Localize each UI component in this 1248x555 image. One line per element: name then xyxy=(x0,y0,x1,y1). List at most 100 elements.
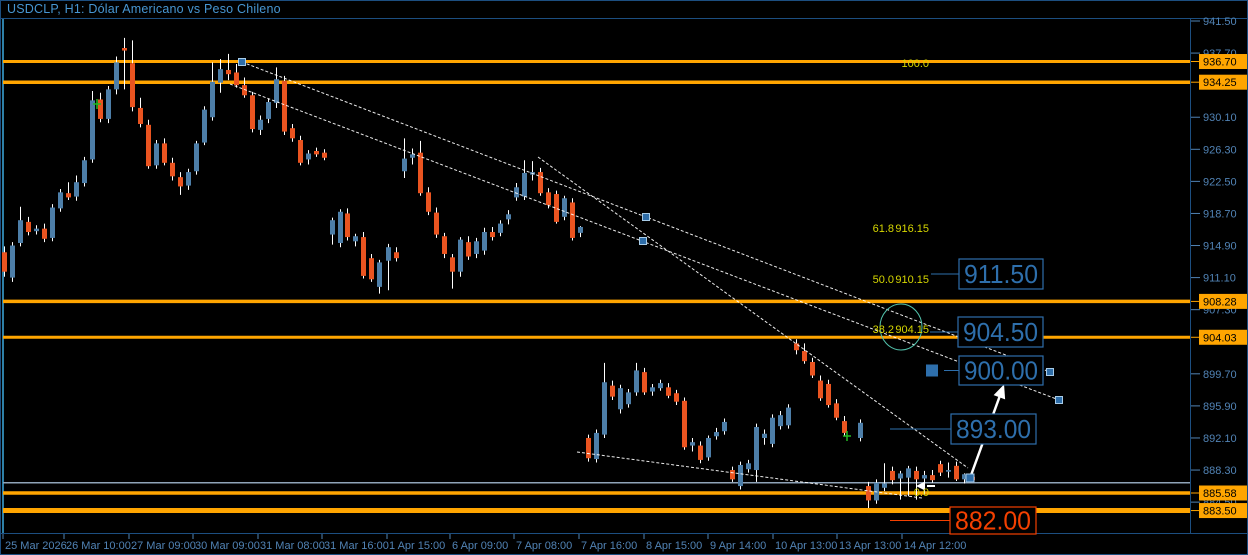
candle-bull xyxy=(50,207,55,238)
candle-bear xyxy=(674,393,679,402)
candle-bear xyxy=(810,362,815,376)
candle-bear xyxy=(794,343,799,351)
candle-bull xyxy=(194,143,199,172)
candle-bull xyxy=(650,387,655,392)
candle-bear xyxy=(345,213,350,238)
candle-bull xyxy=(58,192,63,209)
candle-bull xyxy=(634,370,639,393)
candle-bear xyxy=(890,470,895,481)
candle-bear xyxy=(250,95,255,130)
trendline-handle[interactable] xyxy=(238,58,246,66)
price-badge-label: 885.58 xyxy=(1203,488,1237,500)
trendline-handle[interactable] xyxy=(639,237,647,245)
candle-bear xyxy=(554,194,559,222)
candle-bull xyxy=(210,81,215,118)
price-level-box[interactable] xyxy=(957,316,1044,348)
candle-bull xyxy=(202,109,207,143)
price-badge-label: 934.25 xyxy=(1203,77,1237,89)
candle-bear xyxy=(682,400,687,448)
time-tick-label: 8 Apr 15:00 xyxy=(646,540,702,552)
time-tick-label: 13 Apr 13:00 xyxy=(839,540,901,552)
candle-bear xyxy=(666,387,671,396)
time-tick-label: 27 Mar 09:00 xyxy=(131,540,196,552)
candle-bull xyxy=(746,463,751,470)
candle-bull xyxy=(377,262,382,287)
time-tick-label: 14 Apr 12:00 xyxy=(904,540,966,552)
trendline-handle[interactable] xyxy=(1055,396,1063,404)
price-level-box[interactable] xyxy=(958,258,1044,290)
candle-bull xyxy=(10,245,15,278)
candle-bear xyxy=(826,383,831,406)
candle-bull xyxy=(922,475,927,479)
fib-level-label: 38.2 xyxy=(873,324,894,336)
candle-bear xyxy=(866,486,871,501)
candle-bear xyxy=(138,107,143,124)
candle-bull xyxy=(906,468,911,478)
time-tick-label: 6 Apr 09:00 xyxy=(452,540,508,552)
time-tick-label: 7 Apr 08:00 xyxy=(516,540,572,552)
candle-bear xyxy=(226,69,231,75)
price-badge-label: 908.28 xyxy=(1203,296,1237,308)
square-marker[interactable] xyxy=(926,364,938,377)
price-badge-label: 904.03 xyxy=(1203,332,1237,344)
candle-bear xyxy=(642,372,647,393)
fib-level-label: 100.0 xyxy=(901,58,929,70)
arrow-head-icon xyxy=(993,384,1006,400)
candle-bear xyxy=(394,252,399,259)
trendline-handle[interactable] xyxy=(642,213,650,221)
candle-bear xyxy=(66,193,71,198)
candle-bear xyxy=(834,403,839,418)
candle-bull xyxy=(330,220,335,235)
price-level-box[interactable] xyxy=(949,506,1037,535)
candle-bull xyxy=(690,442,695,446)
candle-bull xyxy=(522,172,527,197)
trendline[interactable] xyxy=(576,451,923,499)
candle-bear xyxy=(298,140,303,163)
price-level-box[interactable] xyxy=(958,355,1044,386)
candle-bull xyxy=(882,483,887,488)
price-badge xyxy=(1199,54,1247,70)
arrow-handle[interactable] xyxy=(965,473,975,483)
candle-bull xyxy=(626,392,631,405)
candle-bear xyxy=(930,475,935,481)
candle-bear xyxy=(170,162,175,177)
candle-bear xyxy=(322,152,327,158)
ellipse-annotation[interactable] xyxy=(879,303,923,351)
candle-bear xyxy=(842,421,847,433)
candle-bull xyxy=(498,223,503,233)
fib-price-label: 916.15 xyxy=(895,223,929,235)
time-tick-label: 1 Apr 15:00 xyxy=(389,540,445,552)
price-level-box[interactable] xyxy=(950,413,1037,445)
candle-bull xyxy=(946,470,951,472)
trendline[interactable] xyxy=(537,156,969,469)
candle-bear xyxy=(242,85,247,96)
trendline-handle[interactable] xyxy=(1046,368,1054,376)
candle-bear xyxy=(802,351,807,362)
price-tick-label: 914.90 xyxy=(1203,241,1237,253)
candle-bear xyxy=(610,385,615,397)
fib-end-dash-icon xyxy=(927,485,935,487)
candle-bull xyxy=(562,198,567,217)
candle-bear xyxy=(938,464,943,473)
time-tick-label: 30 Mar 09:00 xyxy=(195,540,260,552)
candle-bull xyxy=(74,182,79,197)
candle-bull xyxy=(706,437,711,458)
price-tick-label: 930.10 xyxy=(1203,112,1237,124)
price-tick-label: 899.70 xyxy=(1203,369,1237,381)
price-level-text: 900.00 xyxy=(964,356,1038,386)
price-level-text: 911.50 xyxy=(964,259,1038,289)
candle-bear xyxy=(26,221,31,233)
price-badge xyxy=(1199,329,1247,345)
candle-bull xyxy=(658,383,663,389)
trendline[interactable] xyxy=(229,83,1060,401)
candle-bull xyxy=(34,228,39,232)
candle-bear xyxy=(314,150,319,155)
candle-bull xyxy=(594,432,599,460)
candle-bear xyxy=(146,124,151,167)
fib-level-label: 50.0 xyxy=(873,274,894,286)
candle-bull xyxy=(898,473,903,479)
candle-bear xyxy=(98,99,103,119)
candle-bear xyxy=(954,465,959,480)
price-tick-label: 892.10 xyxy=(1203,433,1237,445)
